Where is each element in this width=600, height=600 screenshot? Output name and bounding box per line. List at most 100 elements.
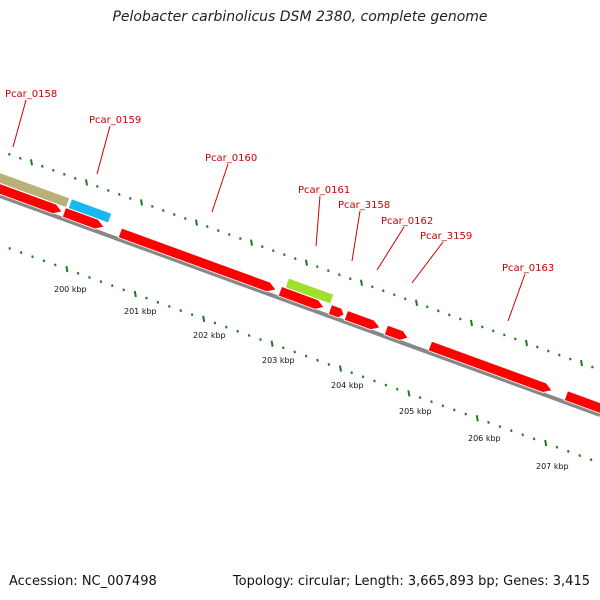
outer-tick: [349, 277, 352, 281]
scale-label: 204 kbp: [331, 381, 364, 390]
outer-tick: [514, 337, 517, 341]
outer-tick: [283, 253, 286, 257]
inner-tick: [282, 346, 285, 350]
outer-tick: [217, 229, 220, 233]
feature-pcar-0161[interactable]: [284, 277, 335, 305]
outer-tick: [173, 213, 176, 216]
inner-tick: [441, 404, 445, 408]
inner-tick: [270, 340, 274, 347]
scale-label: 207 kbp: [536, 462, 569, 471]
feature-shape: [0, 180, 63, 214]
scale-label: 205 kbp: [399, 407, 432, 416]
outer-tick: [63, 172, 66, 176]
outer-tick: [437, 309, 440, 313]
feature-shape: [327, 304, 345, 319]
inner-tick: [396, 387, 399, 391]
inner-tick: [498, 425, 502, 428]
outer-tick: [261, 245, 264, 249]
inner-tick: [190, 313, 194, 317]
inner-tick: [202, 315, 206, 322]
inner-tick: [373, 379, 376, 383]
inner-tick: [168, 304, 171, 308]
inner-tick: [510, 429, 513, 433]
feature-cds[interactable]: [563, 390, 600, 416]
inner-tick: [293, 350, 296, 354]
scale-label: 201 kbp: [124, 307, 157, 316]
inner-tick: [544, 439, 548, 447]
outer-tick: [536, 345, 539, 349]
feature-cds[interactable]: [327, 304, 345, 320]
scale-label: 203 kbp: [262, 356, 295, 365]
outer-tick: [316, 265, 319, 269]
gene-label: Pcar_0158: [5, 89, 57, 100]
outer-tick: [30, 159, 33, 166]
outer-tick: [228, 233, 231, 237]
inner-tick: [430, 400, 433, 404]
gene-label-leader: [96, 125, 111, 175]
feature-shape: [284, 277, 335, 305]
inner-tick: [111, 284, 114, 288]
inner-tick: [304, 354, 308, 358]
feature-pcar-0159[interactable]: [67, 198, 113, 224]
inner-tick: [464, 412, 467, 416]
inner-tick: [122, 288, 125, 292]
gene-label-leader: [351, 210, 361, 262]
outer-tick: [19, 156, 22, 160]
feature-shape: [61, 207, 105, 230]
feature-cds[interactable]: [61, 207, 105, 232]
inner-tick: [247, 333, 251, 337]
inner-tick: [361, 375, 365, 379]
outer-tick: [591, 365, 594, 369]
feature-cds[interactable]: [0, 180, 64, 217]
scale-label: 200 kbp: [54, 285, 87, 294]
feature-shape: [383, 324, 409, 341]
outer-tick: [327, 269, 330, 273]
outer-tick: [206, 225, 209, 228]
feature-shape: [277, 285, 325, 310]
scale-label-layer: 200 kbp 201 kbp 202 kbp 203 kbp 204 kbp 205 k…: [54, 285, 569, 471]
feature-pcar-0160[interactable]: [117, 227, 277, 294]
inner-tick: [88, 275, 91, 279]
gene-label: Pcar_0163: [502, 263, 554, 274]
outer-tick: [151, 205, 154, 208]
scale-label: 202 kbp: [193, 331, 226, 340]
feature-shape: [343, 310, 381, 331]
inner-tick: [521, 433, 524, 437]
inner-tick: [487, 420, 490, 424]
gene-label: Pcar_0161: [298, 185, 350, 196]
gene-label-leader: [12, 99, 27, 148]
inner-tick: [316, 358, 319, 362]
outer-tick: [426, 305, 429, 309]
inner-tick: [407, 390, 411, 397]
outer-tick: [8, 152, 11, 156]
outer-tick: [393, 293, 396, 297]
inner-tick: [350, 371, 353, 375]
inner-tick: [327, 362, 331, 366]
outer-tick: [272, 249, 275, 253]
inner-tick: [76, 271, 80, 275]
feature-pcar-3158[interactable]: [277, 285, 325, 312]
inner-tick: [19, 251, 23, 254]
inner-tick: [65, 265, 69, 273]
feature-pcar-3159[interactable]: [383, 324, 409, 342]
feature-shape: [67, 198, 113, 224]
inner-tick: [578, 454, 581, 457]
gene-label-leader: [411, 241, 444, 284]
gene-label-leader: [315, 195, 321, 247]
feature-pcar-0163[interactable]: [427, 340, 553, 395]
outer-tick: [118, 192, 121, 196]
outer-tick: [503, 333, 506, 337]
feature-pcar-0162[interactable]: [343, 310, 381, 333]
gene-label-layer: Pcar_0158 Pcar_0159 Pcar_0160 Pcar_0161 Pcar…: [5, 89, 554, 322]
gene-label-leader: [211, 163, 229, 213]
outer-tick: [547, 349, 550, 353]
outer-tick: [569, 357, 572, 361]
feature-shape: [563, 390, 600, 415]
accession-text: Accession: NC_007498: [9, 574, 157, 589]
gene-label: Pcar_3159: [420, 231, 472, 242]
outer-tick: [41, 164, 44, 168]
outer-tick: [492, 329, 495, 333]
inner-tick: [339, 365, 342, 372]
gene-label: Pcar_0159: [89, 115, 141, 126]
